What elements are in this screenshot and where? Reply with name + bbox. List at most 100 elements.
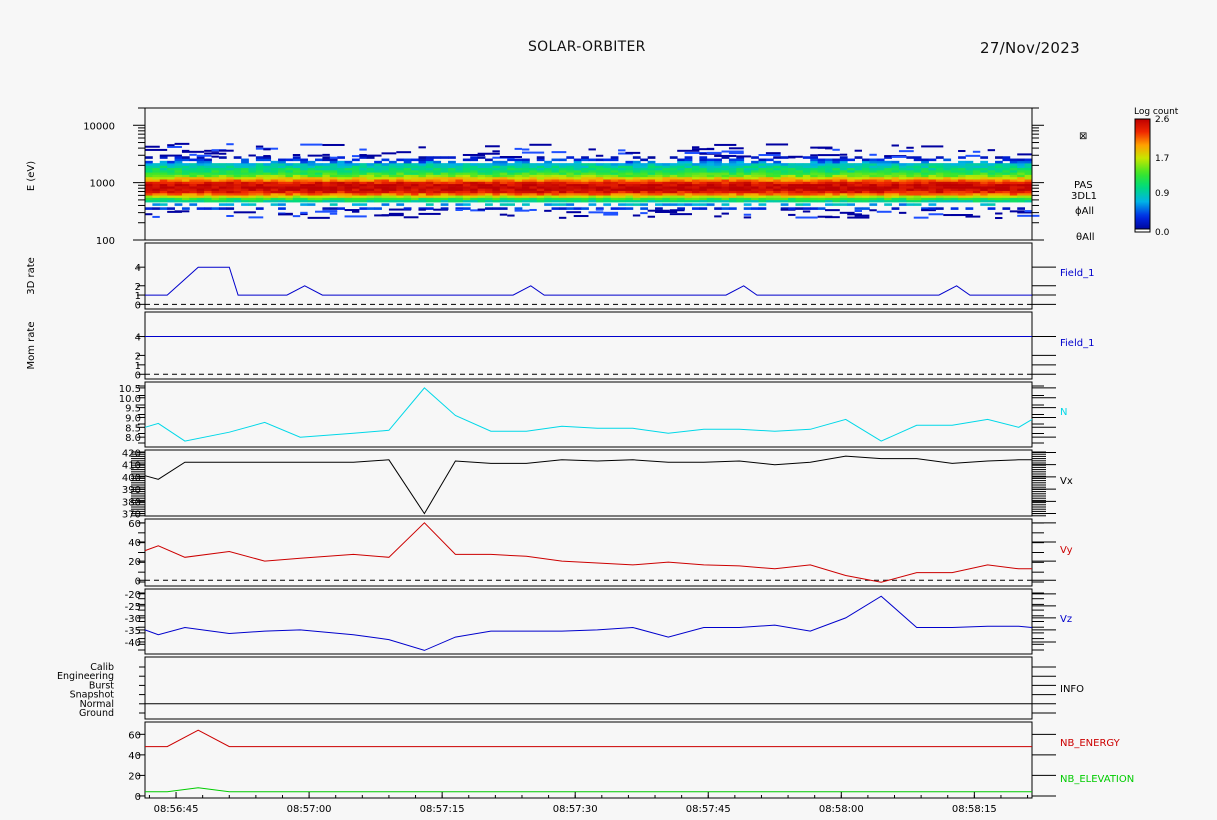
3d-rate-frame — [145, 243, 1032, 309]
spectrogram-cell — [182, 163, 190, 166]
spectrogram-outlier — [840, 154, 847, 156]
spectrogram-cell — [958, 181, 966, 184]
spectrogram-cell — [603, 159, 611, 162]
spectrogram-cell — [293, 177, 301, 180]
spectrogram-cell — [692, 179, 700, 182]
spectrogram-cell — [736, 188, 744, 191]
spectrogram-cell — [958, 184, 966, 187]
spectrogram-cell — [182, 181, 190, 184]
spectrogram-cell — [677, 172, 685, 175]
spectrogram-cell — [226, 175, 234, 178]
spectrogram-outlier — [899, 150, 914, 152]
spectrogram-cell — [574, 198, 582, 201]
spectrogram-cell — [455, 168, 463, 171]
spectrogram-cell — [182, 175, 190, 178]
spectrogram-cell — [212, 207, 220, 210]
spectrogram-cell — [766, 177, 774, 180]
spectrogram-cell — [781, 175, 789, 178]
spectrogram-cell — [685, 193, 693, 196]
spectrogram-cell — [359, 175, 367, 178]
spectrogram-cell — [995, 163, 1003, 166]
spectrogram-cell — [840, 191, 848, 194]
spectrogram-outlier — [152, 216, 159, 218]
spectrogram-cell — [396, 170, 404, 173]
spectrogram-cell — [382, 177, 390, 180]
spectrogram-cell — [818, 193, 826, 196]
spectrogram-cell — [315, 184, 323, 187]
spectrogram-cell — [692, 203, 700, 206]
spectrogram-cell — [256, 172, 264, 175]
spectrogram-cell — [1017, 181, 1025, 184]
spectrogram-cell — [884, 195, 892, 198]
spectrogram-cell — [359, 179, 367, 182]
spectrogram-cell — [522, 170, 530, 173]
spectrogram-cell — [241, 200, 249, 203]
spectrogram-cell — [648, 198, 656, 201]
spectrogram-cell — [670, 165, 678, 168]
spectrogram-cell — [633, 200, 641, 203]
spectrogram-cell — [795, 198, 803, 201]
spectrogram-cell — [625, 207, 633, 210]
spectrogram-cell — [248, 195, 256, 198]
spectrogram-cell — [692, 184, 700, 187]
spectrogram-cell — [226, 184, 234, 187]
spectrogram-cell — [633, 170, 641, 173]
spectrogram-cell — [788, 193, 796, 196]
spectrogram-cell — [463, 207, 471, 210]
spectrogram-outlier — [212, 152, 219, 154]
spectrogram-cell — [640, 170, 648, 173]
spectrogram-cell — [714, 175, 722, 178]
spectrogram-outlier — [359, 154, 366, 156]
spectrogram-outlier — [729, 152, 744, 154]
spectrogram-cell — [943, 163, 951, 166]
spectrogram-cell — [522, 186, 530, 189]
spectrogram-cell — [212, 177, 220, 180]
spectrogram-cell — [204, 163, 212, 166]
spectrogram-cell — [596, 191, 604, 194]
density-series-n — [145, 388, 1032, 441]
spectrogram-outlier — [300, 144, 322, 146]
spectrogram-cell — [751, 175, 759, 178]
spectrogram-cell — [692, 188, 700, 191]
spectrogram-cell — [1010, 159, 1018, 162]
spectrogram-cell — [278, 161, 286, 164]
spectrogram-cell — [973, 165, 981, 168]
spectrogram-cell — [241, 188, 249, 191]
spectrogram-cell — [382, 188, 390, 191]
spectrogram-cell — [352, 193, 360, 196]
spectrogram-cell — [596, 168, 604, 171]
spectrogram-cell — [433, 186, 441, 189]
spectrogram-cell — [773, 193, 781, 196]
spectrogram-cell — [145, 191, 153, 194]
spectrogram-cell — [640, 184, 648, 187]
spectrogram-cell — [633, 168, 641, 171]
spectrogram-cell — [825, 195, 833, 198]
spectrogram-cell — [389, 191, 397, 194]
spectrogram-cell — [788, 172, 796, 175]
spectrogram-cell — [648, 188, 656, 191]
spectrogram-cell — [367, 186, 375, 189]
spectrogram-cell — [522, 159, 530, 162]
spectrogram-cell — [640, 177, 648, 180]
spectrogram-cell — [478, 168, 486, 171]
3d-rate-y-axis-label: 3D rate — [26, 257, 37, 295]
spectrogram-cell — [330, 179, 338, 182]
spectrogram-cell — [818, 179, 826, 182]
spectrogram-cell — [803, 179, 811, 182]
spectrogram-cell — [160, 195, 168, 198]
spectrogram-cell — [529, 181, 537, 184]
spectrogram-cell — [500, 188, 508, 191]
spectrogram-cell — [175, 186, 183, 189]
spectrogram-cell — [492, 188, 500, 191]
spectrogram-cell — [212, 184, 220, 187]
spectrogram-cell — [810, 161, 818, 164]
spectrogram-cell — [869, 168, 877, 171]
spectrogram-cell — [781, 200, 789, 203]
spectrogram-cell — [1010, 184, 1018, 187]
spectrogram-cell — [936, 177, 944, 180]
spectrogram-cell — [906, 165, 914, 168]
spectrogram-cell — [552, 203, 560, 206]
spectrogram-cell — [958, 165, 966, 168]
spectrogram-cell — [152, 172, 160, 175]
spectrogram-cell — [729, 163, 737, 166]
